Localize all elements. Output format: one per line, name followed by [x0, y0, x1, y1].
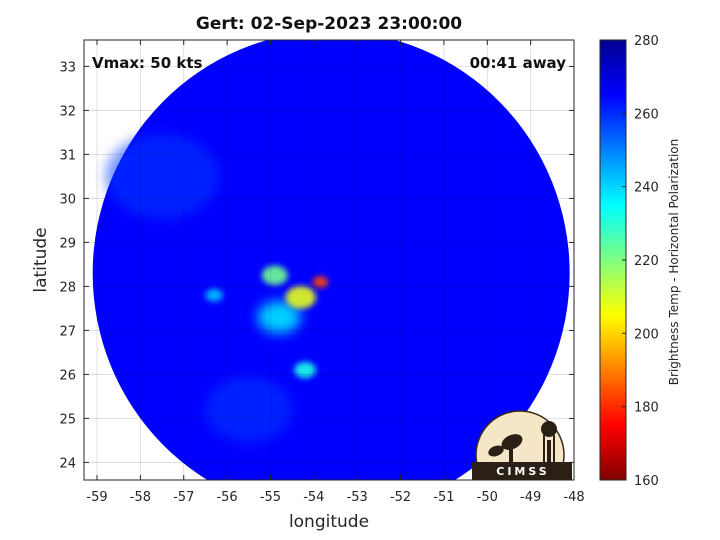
tb-feature [205, 288, 223, 302]
logo-text: CIMSS [496, 465, 549, 478]
vmax-annotation: Vmax: 50 kts [92, 54, 202, 72]
tb-feature [285, 286, 316, 309]
y-tick-label: 28 [59, 280, 76, 295]
y-tick-label: 24 [59, 456, 76, 471]
y-tick-label: 27 [59, 324, 76, 339]
x-tick-label: -57 [173, 490, 194, 505]
tb-feature [105, 134, 219, 219]
x-axis-label: longitude [289, 512, 369, 532]
tb-feature [261, 265, 288, 286]
colorbar-tick-label: 260 [634, 107, 659, 122]
x-tick-label: -49 [520, 490, 541, 505]
colorbar-tick-label: 200 [634, 327, 659, 342]
x-tick-label: -58 [130, 490, 151, 505]
swath-disk [92, 40, 570, 480]
x-tick-label: -55 [260, 490, 281, 505]
y-axis: 24 25 26 27 28 29 30 31 32 33 [59, 60, 574, 471]
x-axis: -59 -58 -57 -56 -55 -54 -53 -52 -51 -50 -49 -48 [86, 40, 585, 505]
y-tick-label: 26 [59, 368, 76, 383]
tb-feature [312, 276, 329, 288]
time-away-annotation: 00:41 away [470, 54, 567, 72]
y-axis-label: latitude [31, 227, 51, 292]
x-tick-label: -53 [347, 490, 368, 505]
x-tick-label: -50 [477, 490, 498, 505]
tb-feature [294, 361, 316, 379]
y-tick-label: 29 [59, 236, 76, 251]
x-tick-label: -48 [563, 490, 584, 505]
swath-layer [92, 40, 570, 480]
y-tick-label: 32 [59, 104, 76, 119]
y-tick-label: 31 [59, 148, 76, 163]
chart-title: Gert: 02-Sep-2023 23:00:00 [196, 14, 462, 34]
colorbar-tick-label: 280 [634, 34, 659, 49]
y-tick-label: 30 [59, 192, 76, 207]
x-tick-label: -59 [86, 490, 107, 505]
cimss-logo: CIMSS [472, 410, 572, 480]
water-tower-icon [541, 421, 557, 463]
colorbar-label: Brightness Temp - Horizontal Polarizatio… [667, 139, 681, 386]
tb-feature [205, 377, 293, 443]
grid-layer [84, 40, 574, 480]
colorbar-tick-label: 160 [634, 474, 659, 489]
colorbar-tick-label: 220 [634, 254, 659, 269]
satellite-dish-icon [488, 434, 523, 462]
colorbar-tick-label: 180 [634, 401, 659, 416]
colorbar-ticks: 160 180 200 220 240 260 280 [622, 34, 659, 489]
x-tick-label: -51 [433, 490, 454, 505]
colorbar-tick-label: 240 [634, 181, 659, 196]
tb-feature [257, 300, 301, 334]
x-tick-label: -52 [390, 490, 411, 505]
x-tick-label: -56 [216, 490, 237, 505]
x-tick-label: -54 [303, 490, 324, 505]
colorbar [599, 39, 627, 481]
plot-frame [83, 39, 575, 481]
y-tick-label: 33 [59, 60, 76, 75]
y-tick-label: 25 [59, 412, 76, 427]
